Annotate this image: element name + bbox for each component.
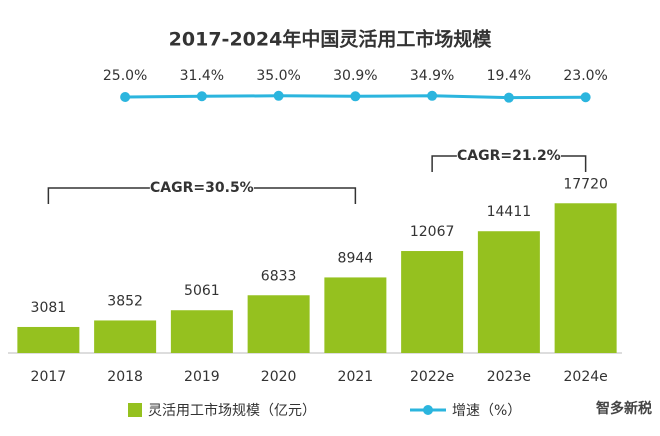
x-tick-label: 2017	[31, 369, 67, 385]
data-label: 6833	[261, 268, 297, 284]
bar	[477, 231, 540, 353]
x-tick-label: 2019	[184, 369, 220, 385]
legend-swatch	[423, 405, 433, 415]
line-point	[580, 92, 591, 103]
line-point	[503, 92, 514, 103]
bar	[401, 251, 464, 353]
line-point	[273, 90, 284, 101]
data-label: 35.0%	[256, 68, 300, 84]
data-label: 5061	[184, 283, 220, 299]
bar	[94, 320, 157, 353]
legend-label: 灵活用工市场规模（亿元）	[148, 402, 316, 419]
bar	[170, 310, 233, 353]
x-tick-label: 2020	[261, 369, 297, 385]
data-label: 23.0%	[563, 68, 607, 84]
legend-label: 增速（%）	[452, 403, 521, 419]
annotation: CAGR=21.2%	[457, 148, 561, 164]
bracket	[47, 187, 357, 204]
line-point	[350, 91, 361, 102]
legend-swatch	[128, 403, 142, 417]
bar	[17, 326, 80, 353]
data-label: 34.9%	[410, 68, 454, 84]
data-label: 19.4%	[487, 68, 531, 84]
x-tick-label: 2021	[338, 369, 374, 385]
data-label: 12067	[410, 224, 455, 240]
line-point	[427, 90, 438, 101]
data-label: 25.0%	[103, 68, 147, 84]
data-label: 8944	[338, 250, 374, 266]
data-label: 3081	[31, 300, 67, 316]
x-tick-label: 2024e	[564, 369, 608, 385]
data-label: 14411	[487, 204, 532, 220]
annotation: CAGR=30.5%	[150, 180, 254, 196]
line-point	[196, 91, 207, 102]
line-point	[120, 92, 131, 102]
x-tick-label: 2022e	[410, 369, 454, 385]
data-label: 30.9%	[333, 68, 377, 84]
bar	[324, 277, 387, 353]
bar	[247, 295, 310, 353]
data-label: 31.4%	[180, 68, 224, 84]
x-tick-label: 2023e	[487, 369, 531, 385]
watermark: 智多新税	[595, 400, 652, 417]
x-tick-label: 2018	[107, 369, 143, 385]
data-label: 3852	[107, 293, 143, 309]
bracket	[431, 155, 587, 172]
bar	[554, 203, 617, 353]
data-label: 17720	[563, 176, 608, 192]
chart-title: 2017-2024年中国灵活用工市场规模	[169, 28, 493, 51]
